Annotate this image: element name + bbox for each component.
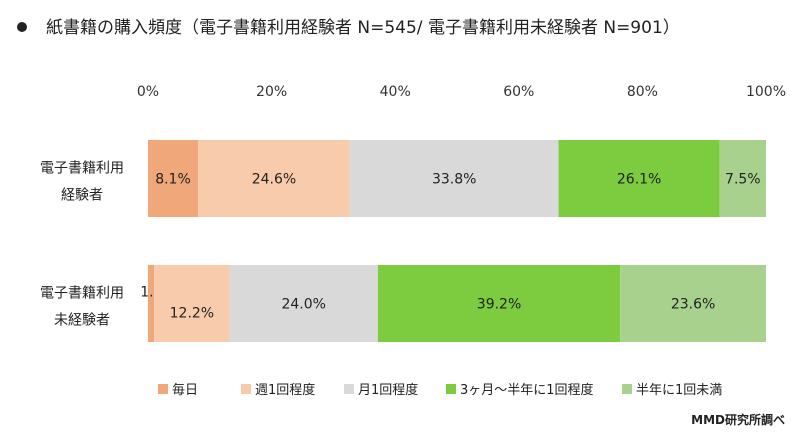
title-bullet-icon: [17, 22, 27, 32]
category-label: 未経験者: [54, 313, 110, 329]
category-label: 電子書籍利用: [40, 160, 124, 177]
x-tick-label: 0%: [137, 84, 159, 100]
data-label: 26.1%: [617, 172, 661, 188]
x-tick-label: 60%: [503, 84, 534, 100]
data-label: 24.0%: [281, 297, 325, 313]
legend-swatch: [622, 384, 632, 394]
legend-label: 半年に1回未満: [636, 383, 722, 398]
bars: 8.1%24.6%33.8%26.1%7.5%1.0%12.2%24.0%39.…: [140, 140, 766, 342]
data-label: 8.1%: [155, 172, 191, 188]
data-label: 39.2%: [477, 297, 521, 313]
legend-label: 3ヶ月〜半年に1回程度: [460, 382, 594, 398]
bar-segment: [719, 140, 766, 217]
bar-segment: [349, 140, 559, 217]
data-label: 12.2%: [170, 306, 214, 322]
source-note: MMD研究所調べ: [691, 412, 785, 427]
bar-segment: [198, 140, 350, 217]
legend-swatch: [344, 384, 354, 394]
category-label: 経験者: [61, 188, 103, 204]
bar-segment: [154, 265, 230, 342]
x-tick-label: 100%: [746, 84, 786, 100]
data-label: 7.5%: [725, 172, 761, 188]
legend-swatch: [158, 384, 168, 394]
bar-segment: [377, 265, 621, 342]
x-tick-label: 20%: [256, 84, 287, 100]
bar-segment: [229, 265, 378, 342]
legend-swatch: [241, 384, 251, 394]
x-tick-label: 40%: [380, 84, 411, 100]
bar-segment: [558, 140, 720, 217]
chart-title: 紙書籍の購入頻度（電子書籍利用経験者 N=545/ 電子書籍利用未経験者 N=9…: [46, 18, 680, 38]
legend-label: 毎日: [172, 382, 198, 398]
data-label: 24.6%: [252, 172, 296, 188]
legend-label: 週1回程度: [255, 382, 315, 398]
data-label: 23.6%: [671, 297, 715, 313]
legend-label: 月1回程度: [358, 382, 418, 398]
bar-segment: [148, 265, 155, 342]
bar-segment: [148, 140, 199, 217]
data-label: 33.8%: [432, 172, 476, 188]
x-axis-ticks: 0% 20% 40% 60% 80% 100%: [137, 84, 786, 100]
category-label: 電子書籍利用: [40, 285, 124, 302]
legend-swatch: [446, 384, 456, 394]
bar-segment: [620, 265, 766, 342]
legend: 毎日 週1回程度 月1回程度 3ヶ月〜半年に1回程度 半年に1回未満: [158, 382, 722, 398]
x-tick-label: 80%: [627, 84, 658, 100]
